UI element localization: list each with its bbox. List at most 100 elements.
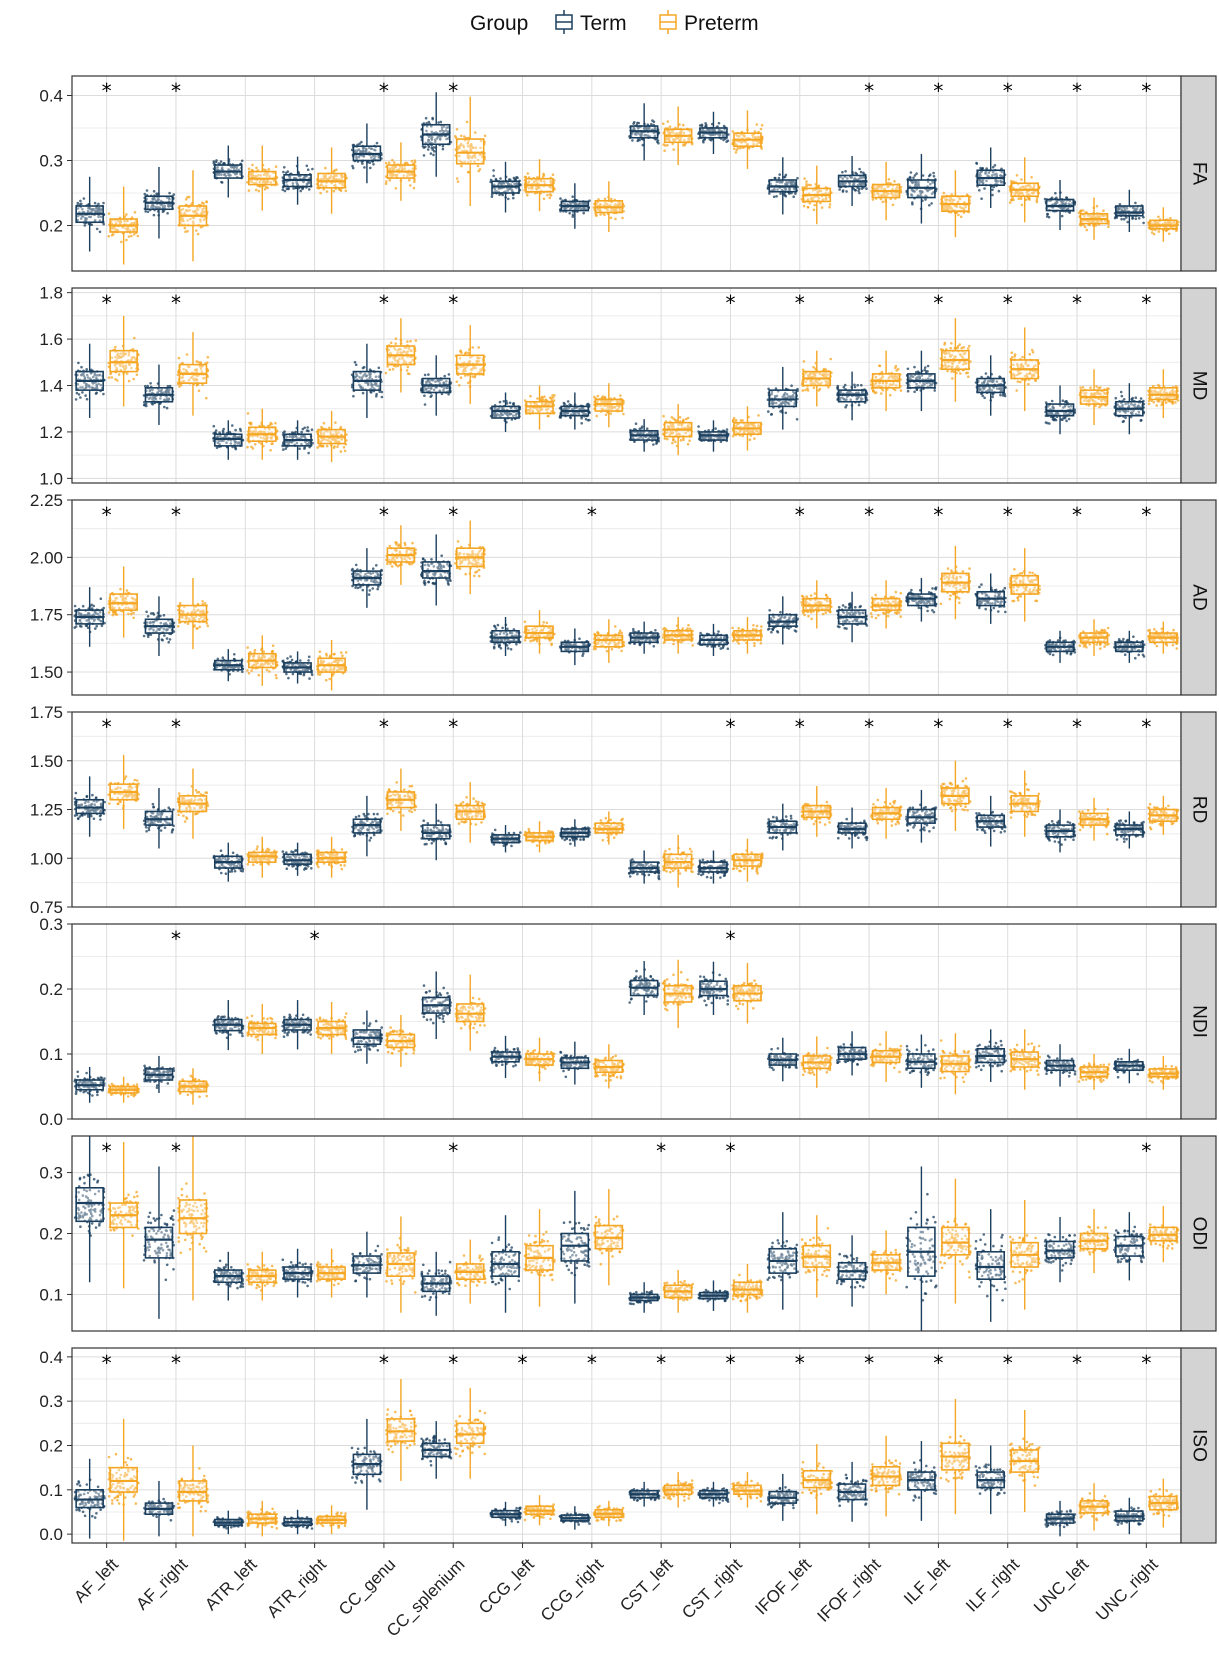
data-point xyxy=(459,349,462,352)
data-point xyxy=(413,187,416,190)
data-point xyxy=(674,441,677,444)
data-point xyxy=(1165,230,1168,233)
data-point xyxy=(409,340,412,343)
data-point xyxy=(385,182,388,185)
data-point xyxy=(299,190,302,193)
data-point xyxy=(390,342,393,345)
data-point xyxy=(838,188,841,191)
data-point xyxy=(1048,216,1051,219)
data-point xyxy=(311,428,314,431)
data-point xyxy=(166,212,169,215)
data-point xyxy=(1046,213,1049,216)
data-point xyxy=(753,437,756,440)
data-point xyxy=(241,160,244,163)
data-point xyxy=(687,443,690,446)
data-point xyxy=(580,422,583,425)
data-point xyxy=(128,380,131,383)
data-point xyxy=(621,217,624,220)
data-point xyxy=(85,368,88,371)
data-point xyxy=(432,154,435,157)
data-point xyxy=(343,446,346,449)
data-point xyxy=(215,161,218,164)
data-point xyxy=(595,214,598,217)
data-point xyxy=(111,376,114,379)
data-point xyxy=(133,337,136,340)
data-point xyxy=(369,161,372,164)
data-point xyxy=(385,180,388,183)
data-point xyxy=(282,171,285,174)
y-tick-label: 0.3 xyxy=(39,152,63,171)
data-point xyxy=(1169,217,1172,220)
data-point xyxy=(298,447,301,450)
data-point xyxy=(552,173,555,176)
data-point xyxy=(671,416,674,419)
data-point xyxy=(404,162,407,165)
data-point xyxy=(803,205,806,208)
data-point xyxy=(844,170,847,173)
data-point xyxy=(1157,216,1160,219)
data-point xyxy=(413,180,416,183)
data-point xyxy=(794,192,797,195)
data-point xyxy=(998,190,1001,193)
data-point xyxy=(218,431,221,434)
data-point xyxy=(153,190,156,193)
data-point xyxy=(1095,224,1098,227)
data-point xyxy=(726,428,729,431)
data-point xyxy=(559,197,562,200)
data-point xyxy=(443,375,446,378)
data-point xyxy=(375,395,378,398)
data-point xyxy=(424,403,427,406)
box-iqr xyxy=(215,434,242,446)
data-point xyxy=(778,173,781,176)
data-point xyxy=(84,224,87,227)
data-point xyxy=(454,135,457,138)
data-point xyxy=(86,398,89,401)
data-point xyxy=(186,353,189,356)
data-point xyxy=(635,422,638,425)
box-iqr xyxy=(110,351,137,372)
data-point xyxy=(166,407,169,410)
data-point xyxy=(471,346,474,349)
data-point xyxy=(559,416,562,419)
data-point xyxy=(220,160,223,163)
data-point xyxy=(408,179,411,182)
data-point xyxy=(477,165,480,168)
data-point xyxy=(102,393,105,396)
data-point xyxy=(580,417,583,420)
data-point xyxy=(269,424,272,427)
data-point xyxy=(652,443,655,446)
data-point xyxy=(682,439,685,442)
data-point xyxy=(631,139,634,142)
y-tick-label: 1.6 xyxy=(39,330,63,349)
data-point xyxy=(255,189,258,192)
data-point xyxy=(269,449,272,452)
data-point xyxy=(737,147,740,150)
data-point xyxy=(1123,218,1126,221)
data-point xyxy=(460,165,463,168)
data-point xyxy=(195,229,198,232)
data-point xyxy=(411,160,414,163)
data-point xyxy=(1011,199,1014,202)
data-point xyxy=(924,198,927,201)
data-point xyxy=(548,197,551,200)
data-point xyxy=(385,162,388,165)
data-point xyxy=(774,177,777,180)
data-point xyxy=(143,404,146,407)
data-point xyxy=(1151,231,1154,234)
data-point xyxy=(213,425,216,428)
data-point xyxy=(460,135,463,138)
data-point xyxy=(928,204,931,207)
data-point xyxy=(536,397,539,400)
data-point xyxy=(568,212,571,215)
data-point xyxy=(163,406,166,409)
y-tick-label: 1.2 xyxy=(39,423,63,442)
data-point xyxy=(775,195,778,198)
data-point xyxy=(655,442,658,445)
data-point xyxy=(184,227,187,230)
data-point xyxy=(841,171,844,174)
data-point xyxy=(322,445,325,448)
data-point xyxy=(803,177,806,180)
data-point xyxy=(248,189,251,192)
data-point xyxy=(829,203,832,206)
data-point xyxy=(372,163,375,166)
